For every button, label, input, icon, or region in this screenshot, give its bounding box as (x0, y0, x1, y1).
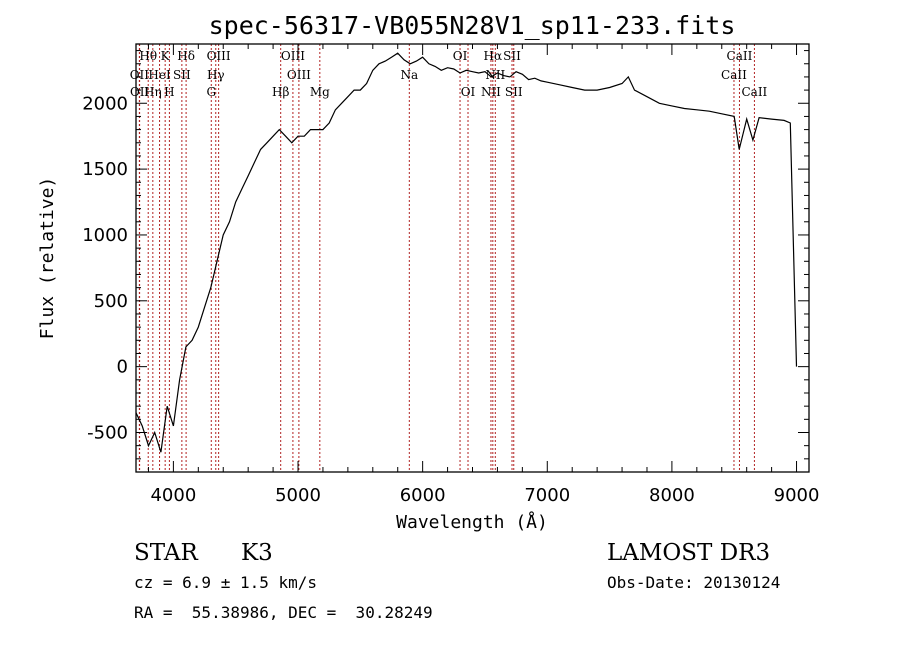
redshift-cz: cz = 6.9 ± 1.5 km/s (134, 573, 317, 592)
line-label: HeI (148, 68, 171, 82)
x-tick-label: 8000 (649, 485, 695, 506)
line-label: NII (485, 68, 505, 82)
line-label: OII (130, 68, 150, 82)
chart-title: spec-56317-VB055N28V1_sp11-233.fits (209, 11, 736, 40)
line-label: OIII (281, 49, 305, 63)
line-label: CaII (741, 85, 767, 99)
y-tick-label: 1000 (82, 225, 128, 246)
line-label: Hθ (139, 49, 157, 63)
object-class: STAR (134, 540, 198, 566)
line-label: Hα (484, 49, 503, 63)
y-tick-label: -500 (87, 422, 128, 443)
line-label: Hη (144, 85, 162, 99)
y-tick-label: 1500 (82, 159, 128, 180)
spectrum-line (135, 52, 798, 453)
line-label: Mg (310, 85, 330, 99)
observation-date: Obs-Date: 20130124 (607, 573, 780, 592)
y-tick-label: 2000 (82, 93, 128, 114)
line-label: SII (505, 85, 523, 99)
line-label: SII (503, 49, 521, 63)
line-label: Hγ (207, 68, 225, 82)
line-label: OI (461, 85, 476, 99)
x-axis-label: Wavelength (Å) (396, 511, 548, 533)
x-tick-label: 5000 (275, 485, 321, 506)
line-label: SII (173, 68, 191, 82)
coordinates: RA = 55.38986, DEC = 30.28249 (134, 603, 433, 622)
survey-name: LAMOST DR3 (607, 540, 770, 566)
line-label: NII (481, 85, 501, 99)
line-label: OII (130, 85, 150, 99)
y-tick-label: 0 (117, 357, 128, 378)
y-axis-label: Flux (relative) (37, 177, 58, 340)
x-tick-label: 4000 (150, 485, 196, 506)
y-tick-label: 500 (94, 291, 128, 312)
x-tick-label: 6000 (400, 485, 446, 506)
line-label: CaII (721, 68, 747, 82)
x-tick-label: 7000 (524, 485, 570, 506)
line-label: OIII (207, 49, 231, 63)
x-axis-ticks: 4000 5000 6000 7000 8000 9000 (147, 44, 820, 506)
line-label: OI (453, 49, 468, 63)
line-label: CaII (727, 49, 753, 63)
line-label: K (161, 49, 171, 63)
line-label: Hβ (272, 85, 289, 99)
line-label: Na (400, 68, 418, 82)
x-tick-label: 9000 (774, 485, 820, 506)
plot-frame (135, 43, 810, 473)
line-label: H (164, 85, 174, 99)
y-axis-ticks: -500 0 500 1000 1500 2000 (82, 50, 809, 460)
line-label: G (206, 85, 216, 99)
line-label: Hδ (177, 49, 195, 63)
line-label: OIII (287, 68, 311, 82)
object-subclass: K3 (241, 540, 273, 566)
spectral-line-markers (138, 44, 755, 472)
